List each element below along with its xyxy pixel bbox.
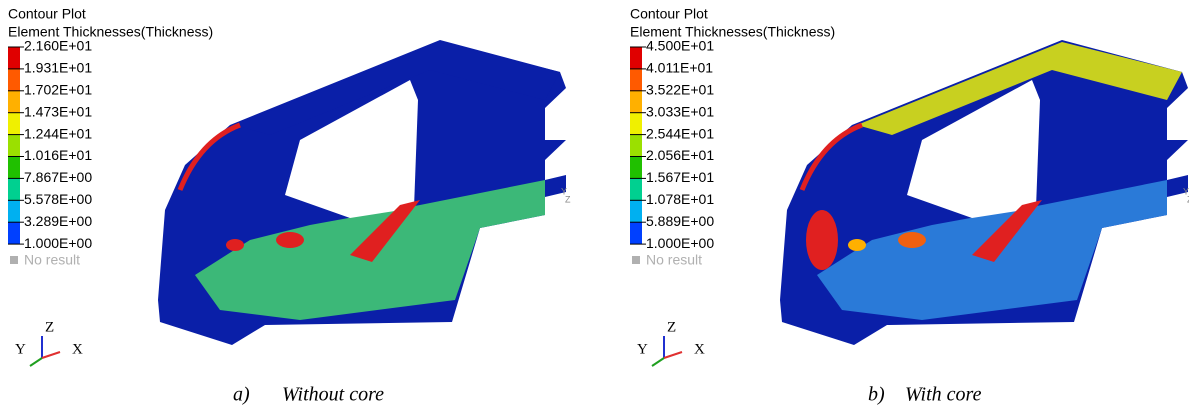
triad-axis: [664, 352, 682, 358]
legend-level: 3.033E+01: [646, 103, 714, 119]
triad-axis: [652, 358, 664, 366]
model: YZ: [780, 40, 1189, 345]
legend-swatch: [8, 222, 20, 244]
triad-axis: [30, 358, 42, 366]
legend-level: 4.011E+01: [646, 60, 713, 76]
legend-level: 1.000E+00: [646, 235, 714, 251]
legend-level: 3.289E+00: [24, 213, 92, 229]
model-hotspot: [806, 210, 838, 270]
legend-level: 2.544E+01: [646, 125, 714, 141]
triad-label: Z: [667, 319, 676, 335]
legend-title: Contour Plot: [8, 6, 86, 22]
legend-level: 7.867E+00: [24, 169, 92, 185]
no-result-swatch: [632, 256, 640, 264]
caption-text: Without core: [282, 384, 384, 406]
no-result-swatch: [10, 256, 18, 264]
legend-level: 5.578E+00: [24, 191, 92, 207]
caption-label: a): [233, 384, 250, 406]
legend-swatch: [630, 200, 642, 222]
legend-level: 1.078E+01: [646, 191, 714, 207]
figure: YZContour PlotElement Thicknesses(Thickn…: [0, 0, 1189, 416]
legend-level: 1.473E+01: [24, 103, 92, 119]
triad-label: X: [72, 341, 83, 357]
legend-level: 1.567E+01: [646, 169, 714, 185]
model-hotspot: [276, 232, 304, 248]
caption-label: b): [868, 384, 885, 406]
legend-level: 2.160E+01: [24, 38, 92, 54]
legend-title: Contour Plot: [630, 6, 708, 22]
legend-swatch: [8, 113, 20, 135]
no-result-label: No result: [646, 252, 702, 268]
triad-label: Z: [45, 319, 54, 335]
legend-level: 1.000E+00: [24, 235, 92, 251]
legend-level: 1.244E+01: [24, 125, 92, 141]
legend-swatch: [630, 69, 642, 91]
legend-level: 5.889E+00: [646, 213, 714, 229]
triad-axis: [42, 352, 60, 358]
legend-swatch: [630, 113, 642, 135]
legend-swatch: [8, 91, 20, 113]
legend-swatch: [8, 178, 20, 200]
triad-label: X: [694, 341, 705, 357]
model-hotspot: [226, 239, 244, 251]
model-hotspot: [898, 232, 926, 248]
model-axis-label: Z: [565, 194, 571, 204]
legend-swatch: [630, 91, 642, 113]
legend-swatch: [8, 135, 20, 157]
legend-level: 2.056E+01: [646, 147, 714, 163]
legend-swatch: [630, 157, 642, 179]
legend-swatch: [630, 178, 642, 200]
legend-swatch: [8, 47, 20, 69]
legend-swatch: [8, 69, 20, 91]
model-hotspot: [848, 239, 866, 251]
legend-level: 1.702E+01: [24, 82, 92, 98]
legend-level: 1.931E+01: [24, 60, 92, 76]
legend-level: 1.016E+01: [24, 147, 92, 163]
legend-swatch: [8, 157, 20, 179]
triad-label: Y: [15, 341, 26, 357]
model: YZ: [158, 40, 571, 345]
legend-swatch: [630, 135, 642, 157]
legend-swatch: [630, 47, 642, 69]
no-result-label: No result: [24, 252, 80, 268]
legend-level: 4.500E+01: [646, 38, 714, 54]
legend-swatch: [630, 222, 642, 244]
caption-text: With core: [905, 384, 982, 406]
legend-level: 3.522E+01: [646, 82, 714, 98]
triad-label: Y: [637, 341, 648, 357]
legend-swatch: [8, 200, 20, 222]
